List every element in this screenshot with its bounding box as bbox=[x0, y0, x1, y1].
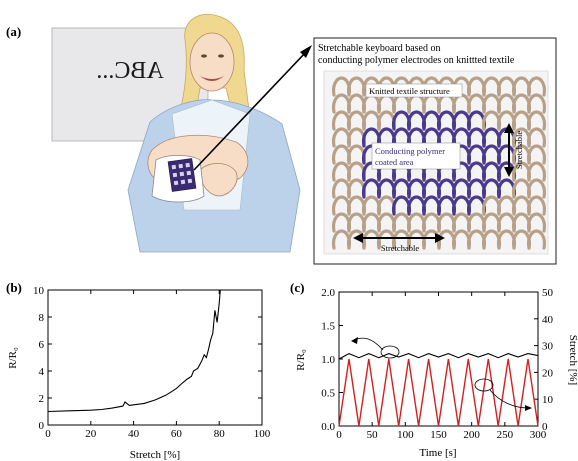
chart-b-y-tick-label: 6 bbox=[39, 339, 45, 351]
chart-c-y2-tick-label: 50 bbox=[542, 287, 554, 299]
knit-label: Knitted textile structure bbox=[369, 86, 450, 96]
chart-b-x-tick-label: 60 bbox=[171, 428, 183, 440]
chart-b-x-tick-label: 0 bbox=[45, 428, 51, 440]
chart-b-x-tick-label: 20 bbox=[85, 428, 97, 440]
chart-b-y-tick-label: 8 bbox=[39, 312, 45, 324]
knit-loop bbox=[526, 110, 547, 131]
pointer-arrow bbox=[193, 51, 307, 171]
chart-c-y-tick-label: 2.0 bbox=[321, 287, 335, 299]
chart-c-y-tick-label: 0.5 bbox=[321, 388, 335, 400]
knit-loop bbox=[526, 178, 547, 199]
chart-c-x-tick-label: 100 bbox=[397, 429, 414, 441]
knit-loop bbox=[526, 161, 547, 182]
knit-loop bbox=[526, 212, 547, 233]
knit-loop bbox=[526, 93, 547, 114]
xlabel-b: Stretch [%] bbox=[130, 449, 180, 461]
chart-b-y-tick-label: 4 bbox=[39, 366, 45, 378]
chart-b-y-tick-label: 10 bbox=[33, 285, 45, 297]
ylabel-b: R/R₀ bbox=[7, 347, 19, 369]
chart-c-x-tick-label: 200 bbox=[463, 429, 480, 441]
inset-title-line1: Stretchable keyboard based on bbox=[318, 43, 440, 54]
chart-c-series-line-0 bbox=[338, 352, 539, 360]
chart-b-y-tick-label: 2 bbox=[39, 393, 45, 405]
xlabel-c: Time [s] bbox=[419, 447, 456, 459]
screen-text: ABC... bbox=[96, 58, 163, 84]
stretch-horizontal-label: Stretchable bbox=[381, 243, 419, 253]
face bbox=[189, 32, 235, 92]
knit-loop bbox=[526, 195, 547, 216]
chart-c-y2-tick-label: 0 bbox=[542, 421, 548, 433]
panel-b-label: (b) bbox=[6, 280, 22, 295]
knit-loop bbox=[526, 144, 547, 165]
annotation-left-series bbox=[351, 337, 400, 359]
chart-b-x-tick-label: 40 bbox=[128, 428, 140, 440]
chart-b: (b) 0 20 40 60 80 100 0 2 4 6 8 10 Stretch [%] R/R₀ bbox=[6, 280, 271, 461]
chart-b-y-tick-label: 0 bbox=[39, 420, 45, 432]
annotation-right-series bbox=[474, 378, 532, 411]
stretch-vertical-label: Stretchable bbox=[514, 131, 524, 169]
hand bbox=[199, 163, 238, 197]
chart-c: (c) 0 50 100 150 200 250 300 0.0 0.5 1.0 1.5 2.0 0 10… bbox=[290, 280, 578, 459]
chart-c-x-tick-label: 300 bbox=[530, 429, 547, 441]
chart-c-x-tick-label: 0 bbox=[336, 429, 342, 441]
chart-c-series-line-1 bbox=[338, 358, 539, 427]
panel-a-label: (a) bbox=[6, 24, 21, 39]
panel-c-label: (c) bbox=[290, 280, 304, 295]
person-figure bbox=[127, 14, 301, 253]
panel-a-illustration: (a) ABC... Stretchable keyboard based on… bbox=[6, 14, 557, 265]
chart-c-y-tick-label: 0.0 bbox=[321, 421, 335, 433]
knit-loop bbox=[526, 229, 547, 250]
inset-title-line2: conducting polymer electrodes on knittte… bbox=[318, 55, 515, 66]
chart-c-y-tick-label: 1.0 bbox=[321, 354, 335, 366]
chart-b-x-tick-label: 100 bbox=[254, 428, 271, 440]
coated-label-line2: coated area bbox=[375, 157, 414, 167]
chart-b-series-line-0 bbox=[47, 289, 221, 413]
chart-c-x-tick-label: 50 bbox=[367, 429, 379, 441]
chart-c-x-tick-label: 150 bbox=[430, 429, 447, 441]
y2label-c: Stretch [%] bbox=[567, 335, 578, 385]
display-screen: ABC... bbox=[51, 27, 209, 142]
chart-c-y2-tick-label: 40 bbox=[542, 314, 554, 326]
knit-loop bbox=[526, 76, 547, 97]
knit-inset: Stretchable keyboard based on conducting… bbox=[313, 37, 557, 265]
chart-c-y2-tick-label: 20 bbox=[542, 367, 554, 379]
chart-c-y2-tick-label: 10 bbox=[542, 394, 554, 406]
chart-c-y-tick-label: 1.5 bbox=[321, 321, 335, 333]
chart-c-y2-tick-label: 30 bbox=[542, 341, 554, 353]
ylabel-c: R/R₀ bbox=[295, 349, 307, 371]
chart-c-x-tick-label: 250 bbox=[497, 429, 514, 441]
plot-frame-b bbox=[47, 289, 263, 426]
chart-b-x-tick-label: 80 bbox=[214, 428, 226, 440]
coated-label-line1: Conducting polymer bbox=[375, 146, 445, 156]
knit-loop bbox=[526, 127, 547, 148]
